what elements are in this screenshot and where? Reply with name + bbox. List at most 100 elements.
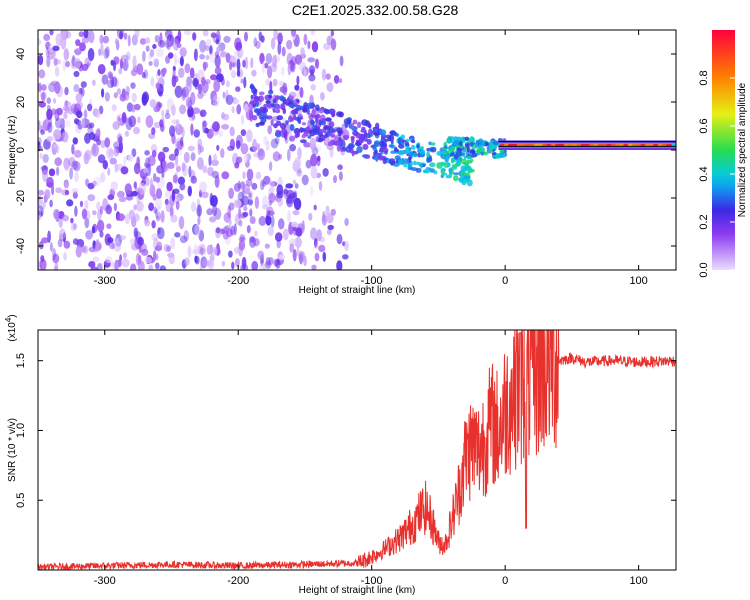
noise-speckle (93, 176, 102, 186)
signal-blob (452, 172, 460, 176)
noise-speckle (94, 108, 101, 119)
signal-blob (307, 135, 312, 139)
noise-speckle (114, 259, 119, 270)
noise-speckle (290, 61, 296, 73)
noise-speckle (183, 151, 190, 164)
noise-speckle (245, 178, 253, 187)
noise-speckle (152, 193, 157, 201)
signal-blob (447, 162, 451, 167)
noise-speckle (175, 165, 181, 173)
noise-speckle (53, 209, 60, 220)
signal-blob (360, 129, 367, 133)
noise-speckle (72, 137, 79, 145)
noise-speckle (118, 140, 123, 154)
noise-speckle (131, 104, 136, 113)
noise-speckle (143, 167, 148, 174)
noise-speckle (274, 232, 283, 242)
noise-speckle (38, 54, 44, 66)
noise-speckle (164, 198, 169, 205)
noise-speckle (94, 128, 100, 137)
signal-blob (275, 104, 279, 110)
noise-speckle (175, 200, 180, 210)
signal-blob (366, 133, 374, 138)
noise-speckle (308, 74, 316, 82)
noise-speckle (56, 166, 60, 176)
noise-speckle (169, 125, 175, 137)
noise-speckle (87, 182, 95, 190)
noise-speckle (170, 237, 176, 250)
noise-speckle (303, 33, 308, 46)
noise-speckle (267, 226, 274, 237)
noise-speckle (174, 85, 183, 99)
noise-speckle (229, 126, 235, 137)
noise-speckle (333, 75, 340, 84)
signal-blob (351, 150, 355, 157)
noise-speckle (338, 78, 343, 84)
noise-speckle (268, 161, 273, 172)
noise-speckle (161, 109, 165, 117)
signal-blob (426, 157, 433, 163)
noise-speckle (69, 167, 73, 180)
noise-speckle (266, 210, 271, 216)
noise-speckle (160, 210, 165, 223)
noise-speckle (318, 181, 323, 191)
noise-speckle (144, 256, 152, 264)
noise-speckle (174, 153, 179, 167)
noise-speckle (119, 254, 123, 262)
noise-speckle (105, 46, 110, 58)
noise-speckle (179, 56, 184, 67)
noise-speckle (242, 211, 249, 217)
signal-blob (340, 149, 344, 152)
noise-speckle (238, 243, 243, 257)
signal-blob (327, 141, 333, 147)
x-tick-label: 0 (502, 275, 508, 287)
noise-speckle (63, 179, 69, 189)
noise-speckle (171, 104, 176, 116)
noise-speckle (228, 219, 232, 227)
noise-speckle (260, 35, 265, 43)
noise-speckle (344, 240, 349, 252)
noise-speckle (277, 218, 285, 230)
noise-speckle (315, 240, 319, 249)
noise-speckle (78, 31, 85, 38)
noise-speckle (243, 76, 247, 89)
noise-speckle (38, 241, 44, 250)
noise-speckle (108, 149, 114, 157)
signal-blob (379, 129, 387, 136)
noise-speckle (130, 263, 137, 270)
noise-speckle (301, 220, 305, 233)
noise-speckle (325, 73, 331, 80)
noise-speckle (52, 253, 60, 264)
noise-speckle (72, 238, 79, 245)
noise-speckle (318, 244, 326, 253)
signal-blob (301, 122, 307, 126)
noise-speckle (202, 165, 208, 174)
noise-speckle (193, 48, 198, 62)
signal-blob (426, 151, 430, 158)
noise-speckle (102, 35, 110, 44)
noise-speckle (265, 140, 270, 151)
noise-speckle (336, 260, 343, 270)
noise-speckle (264, 243, 270, 249)
noise-speckle (107, 71, 114, 79)
noise-speckle (73, 161, 81, 172)
noise-speckle (55, 33, 62, 47)
noise-speckle (95, 239, 100, 252)
noise-speckle (153, 105, 161, 113)
signal-blob (364, 120, 371, 127)
noise-speckle (270, 62, 278, 73)
noise-speckle (38, 199, 44, 206)
signal-blob (430, 142, 436, 146)
noise-speckle (194, 224, 201, 237)
noise-speckle (125, 85, 130, 96)
signal-blob (282, 108, 286, 115)
signal-blob (301, 133, 306, 139)
noise-speckle (286, 39, 293, 50)
noise-speckle (38, 38, 42, 46)
noise-speckle (135, 231, 142, 245)
signal-blob (304, 126, 309, 134)
noise-speckle (100, 172, 106, 183)
noise-speckle (241, 256, 247, 270)
noise-speckle (233, 182, 241, 192)
noise-speckle (211, 170, 220, 179)
